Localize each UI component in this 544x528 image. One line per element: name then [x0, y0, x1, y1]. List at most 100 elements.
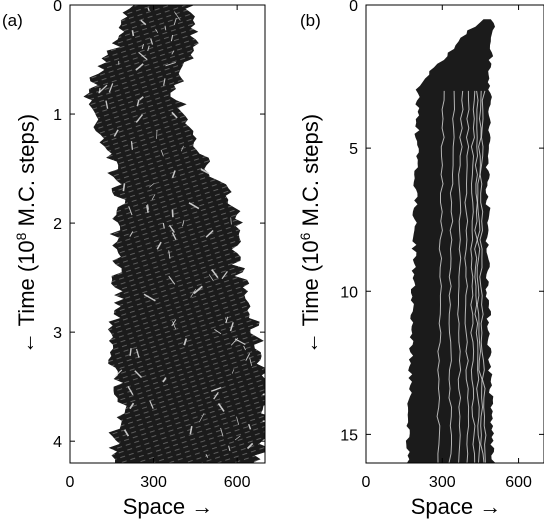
streak	[246, 442, 254, 450]
streak	[193, 285, 203, 295]
streak	[168, 275, 176, 285]
panel-b-x-ticks: 0 300 600	[362, 5, 532, 491]
panel-b-light-streaks	[436, 90, 487, 463]
panel-a-y-axis-label: ← Time (108 M.C. steps)	[13, 114, 39, 354]
panel-b-y-axis-label: ← Time (106 M.C. steps)	[297, 114, 323, 354]
streak	[98, 87, 101, 93]
streak	[229, 322, 234, 332]
y-tick-label: 0	[349, 0, 358, 15]
streak	[217, 403, 225, 412]
streak	[230, 337, 239, 346]
streak	[457, 90, 464, 463]
streak	[156, 241, 162, 250]
panel-a-axes-box	[69, 4, 266, 464]
y-tick-label: 15	[340, 427, 358, 444]
streak	[160, 149, 164, 157]
panel-b-label: (b)	[300, 11, 321, 30]
streak	[181, 145, 184, 152]
streak	[128, 206, 133, 216]
x-tick-label: 600	[224, 474, 251, 491]
streak	[139, 96, 144, 101]
streak	[231, 369, 235, 374]
x-tick-label: 0	[66, 474, 75, 491]
streak	[199, 412, 205, 423]
streak	[174, 11, 181, 21]
streak	[448, 90, 456, 463]
streak	[141, 43, 144, 50]
streak	[249, 357, 253, 366]
x-tick-label: 300	[429, 474, 456, 491]
streak	[146, 205, 149, 213]
y-tick-label: 5	[349, 141, 358, 158]
streak	[147, 7, 150, 12]
streak	[479, 90, 487, 463]
panel-b-x-axis-label: Space →	[411, 494, 502, 519]
streak	[134, 370, 143, 379]
streak	[221, 271, 228, 280]
streak	[151, 194, 156, 200]
x-tick-label: 300	[140, 474, 167, 491]
streak	[171, 111, 178, 119]
streak	[200, 168, 210, 175]
streak	[135, 63, 144, 71]
streak	[122, 183, 126, 192]
streak	[105, 100, 109, 109]
panel-a-x-ticks: 0 300 600	[66, 5, 251, 491]
streak	[171, 232, 177, 240]
y-tick-label: 0	[53, 0, 62, 15]
streak	[123, 429, 130, 437]
y-tick-label: 2	[53, 216, 62, 233]
streak	[131, 30, 135, 37]
y-tick-label: 1	[53, 107, 62, 124]
panel-a-y-ticks: 0 1 2 3 4	[53, 0, 265, 451]
streak	[129, 402, 135, 410]
streak	[211, 269, 219, 279]
streak	[130, 141, 134, 150]
streak	[173, 17, 177, 26]
streak	[171, 319, 177, 327]
streak	[214, 329, 222, 335]
streak	[220, 427, 224, 437]
streak	[188, 202, 200, 210]
x-tick-label: 600	[505, 474, 532, 491]
streak	[234, 338, 246, 346]
streak	[476, 90, 485, 463]
streak	[183, 338, 188, 346]
y-tick-label: 4	[53, 434, 62, 451]
streak	[147, 45, 150, 52]
streak	[228, 445, 231, 452]
panel-b-plot-area	[405, 19, 496, 463]
panel-a: (a) 0 1 2 3 4 0 300 600 Space → ← Time (108 M.…	[2, 0, 266, 519]
streak	[147, 204, 149, 210]
streak	[129, 348, 132, 356]
streak	[168, 224, 175, 233]
streak	[172, 321, 177, 330]
streak	[136, 99, 140, 107]
panel-b-y-ticks: 0 5 10 15	[340, 0, 544, 444]
streak	[236, 416, 240, 425]
streak	[155, 28, 159, 33]
streak	[170, 34, 174, 42]
streak	[474, 90, 481, 463]
streak	[163, 78, 166, 86]
streak	[164, 25, 167, 31]
streak	[165, 61, 176, 67]
streak	[162, 222, 165, 229]
streak	[436, 90, 445, 463]
streak	[208, 274, 214, 282]
streak	[248, 423, 252, 430]
streak	[149, 183, 155, 188]
panel-a-light-streaks	[98, 7, 254, 458]
streak	[243, 345, 247, 351]
streak	[182, 220, 185, 227]
streak	[129, 231, 134, 237]
streak	[230, 217, 232, 225]
streak	[150, 38, 154, 45]
y-tick-label: 3	[53, 325, 62, 342]
panel-a-x-axis-label: Space →	[123, 494, 214, 519]
streak	[245, 353, 251, 361]
streak	[168, 250, 171, 259]
streak	[108, 83, 114, 93]
streak	[464, 90, 470, 463]
x-tick-label: 0	[362, 474, 371, 491]
